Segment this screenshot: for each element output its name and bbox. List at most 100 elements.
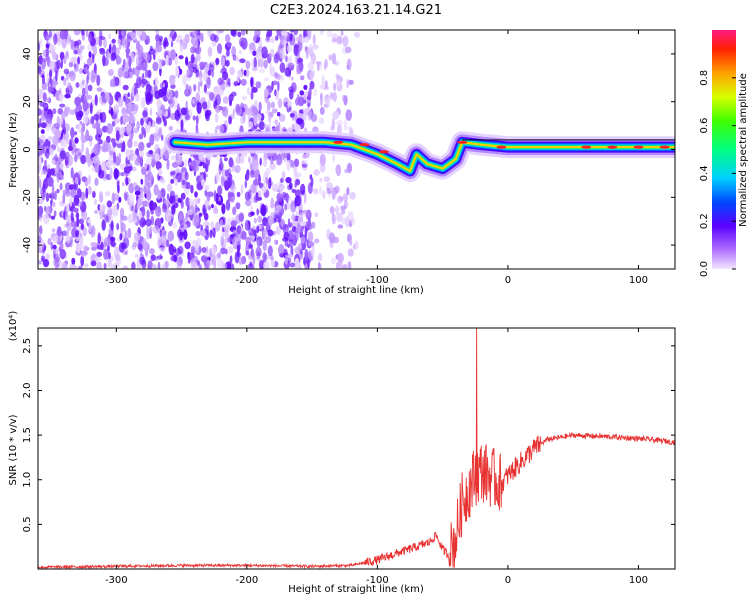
noise-speckle <box>215 172 220 183</box>
snr-x-tick-label: -100 <box>366 575 389 586</box>
noise-speckle <box>146 209 150 220</box>
noise-speckle <box>270 37 276 44</box>
noise-speckle <box>38 232 42 242</box>
noise-speckle <box>196 198 201 204</box>
noise-speckle <box>244 180 248 189</box>
noise-speckle <box>88 222 92 233</box>
noise-speckle <box>331 213 336 225</box>
noise-speckle <box>288 235 295 240</box>
noise-speckle <box>137 243 143 251</box>
noise-speckle <box>203 171 206 182</box>
noise-speckle <box>59 51 65 60</box>
noise-speckle <box>141 205 146 217</box>
noise-speckle <box>40 129 45 134</box>
noise-speckle <box>287 253 293 259</box>
noise-speckle <box>70 167 74 179</box>
noise-speckle <box>70 127 75 139</box>
noise-speckle <box>216 43 223 54</box>
noise-speckle <box>248 156 251 164</box>
snr-y-tick-label: 0.5 <box>22 516 33 532</box>
noise-speckle <box>263 77 270 82</box>
heatmap-x-tick-label: -300 <box>105 275 128 286</box>
noise-speckle <box>70 220 78 228</box>
noise-speckle <box>342 193 349 202</box>
noise-speckle <box>185 56 189 66</box>
noise-speckle <box>53 33 58 45</box>
noise-speckle <box>98 119 101 124</box>
noise-speckle <box>45 253 50 261</box>
noise-speckle <box>144 69 149 78</box>
noise-speckle <box>245 60 251 70</box>
ridge-hotspot <box>333 140 344 144</box>
noise-speckle <box>93 143 101 156</box>
noise-speckle <box>107 69 114 77</box>
noise-speckle <box>287 62 295 69</box>
noise-speckle <box>149 108 153 116</box>
noise-speckle <box>90 242 97 247</box>
noise-speckle <box>44 205 47 212</box>
noise-speckle <box>203 212 209 221</box>
noise-speckle <box>255 81 262 89</box>
noise-speckle <box>265 167 271 176</box>
noise-speckle <box>196 64 201 70</box>
noise-speckle <box>78 265 83 269</box>
noise-speckle <box>226 217 233 228</box>
noise-speckle <box>177 245 184 255</box>
noise-speckle <box>309 255 313 261</box>
noise-speckle <box>314 238 320 244</box>
noise-speckle <box>221 106 229 117</box>
noise-speckle <box>122 265 128 269</box>
noise-speckle <box>92 123 98 129</box>
noise-speckle <box>294 181 297 188</box>
noise-speckle <box>110 220 114 231</box>
noise-speckle <box>80 255 85 267</box>
noise-speckle <box>289 106 292 112</box>
noise-speckle <box>54 153 58 162</box>
noise-speckle <box>156 219 161 227</box>
noise-speckle <box>147 260 153 269</box>
noise-speckle <box>49 168 56 176</box>
noise-speckle <box>265 176 269 184</box>
noise-speckle <box>132 210 137 222</box>
noise-speckle <box>222 262 227 269</box>
noise-speckle <box>215 221 221 232</box>
noise-speckle <box>346 64 349 70</box>
ridge-hotspot <box>378 150 389 154</box>
noise-speckle <box>278 218 281 223</box>
noise-speckle <box>250 169 255 176</box>
noise-speckle <box>55 71 58 82</box>
noise-speckle <box>248 244 253 249</box>
noise-speckle <box>162 83 165 88</box>
noise-speckle <box>140 78 148 85</box>
noise-speckle <box>51 159 56 164</box>
noise-speckle <box>253 56 257 69</box>
noise-speckle <box>49 69 53 78</box>
noise-speckle <box>80 252 86 258</box>
noise-speckle <box>326 96 331 107</box>
noise-speckle <box>38 260 42 265</box>
noise-speckle <box>285 55 288 63</box>
noise-speckle <box>282 223 289 235</box>
noise-speckle <box>335 164 342 176</box>
snr-x-tick-label: 100 <box>629 575 648 586</box>
noise-speckle <box>217 252 222 258</box>
noise-speckle <box>93 198 98 206</box>
noise-speckle <box>232 206 237 216</box>
noise-speckle <box>116 202 120 210</box>
noise-speckle <box>165 212 172 223</box>
noise-speckle <box>194 214 200 226</box>
noise-speckle <box>272 80 278 86</box>
heatmap-x-tick-label: 0 <box>505 275 511 286</box>
noise-speckle <box>262 217 268 227</box>
noise-speckle <box>73 194 80 207</box>
noise-speckle <box>51 184 55 194</box>
noise-speckle <box>52 236 58 243</box>
noise-speckle <box>334 185 340 194</box>
noise-speckle <box>136 204 140 210</box>
noise-speckle <box>262 159 268 168</box>
noise-speckle <box>69 197 73 207</box>
noise-speckle <box>243 69 247 77</box>
noise-speckle <box>70 189 77 198</box>
colorbar-tick-label: 0.8 <box>699 70 710 86</box>
noise-speckle <box>260 204 267 217</box>
